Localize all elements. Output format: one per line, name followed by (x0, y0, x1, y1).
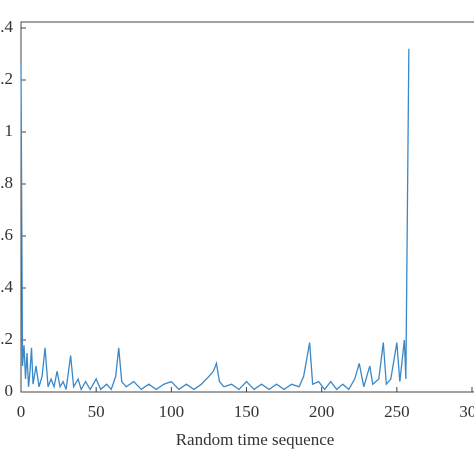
y-tick-label: 1.4 (0, 17, 14, 36)
data-line (20, 48, 410, 392)
x-tick-label: 200 (309, 402, 335, 421)
y-tick-label: 0.8 (0, 173, 13, 192)
y-tick-label: 0.4 (0, 277, 14, 296)
x-tick-label: 250 (384, 402, 410, 421)
x-tick-label: 100 (159, 402, 185, 421)
y-tick-label: 1 (5, 121, 14, 140)
plot-frame (20, 21, 474, 393)
y-tick-label: 0 (5, 381, 14, 400)
x-tick-label: 300 (459, 402, 474, 421)
y-tick-label: 1.2 (0, 69, 13, 88)
x-tick-label: 0 (17, 402, 26, 421)
x-tick-label: 150 (234, 402, 260, 421)
y-tick-label: 0.2 (0, 329, 13, 348)
x-tick-label: 50 (88, 402, 105, 421)
y-tick-label: 0.6 (0, 225, 13, 244)
x-axis-label: Random time sequence (176, 430, 335, 449)
